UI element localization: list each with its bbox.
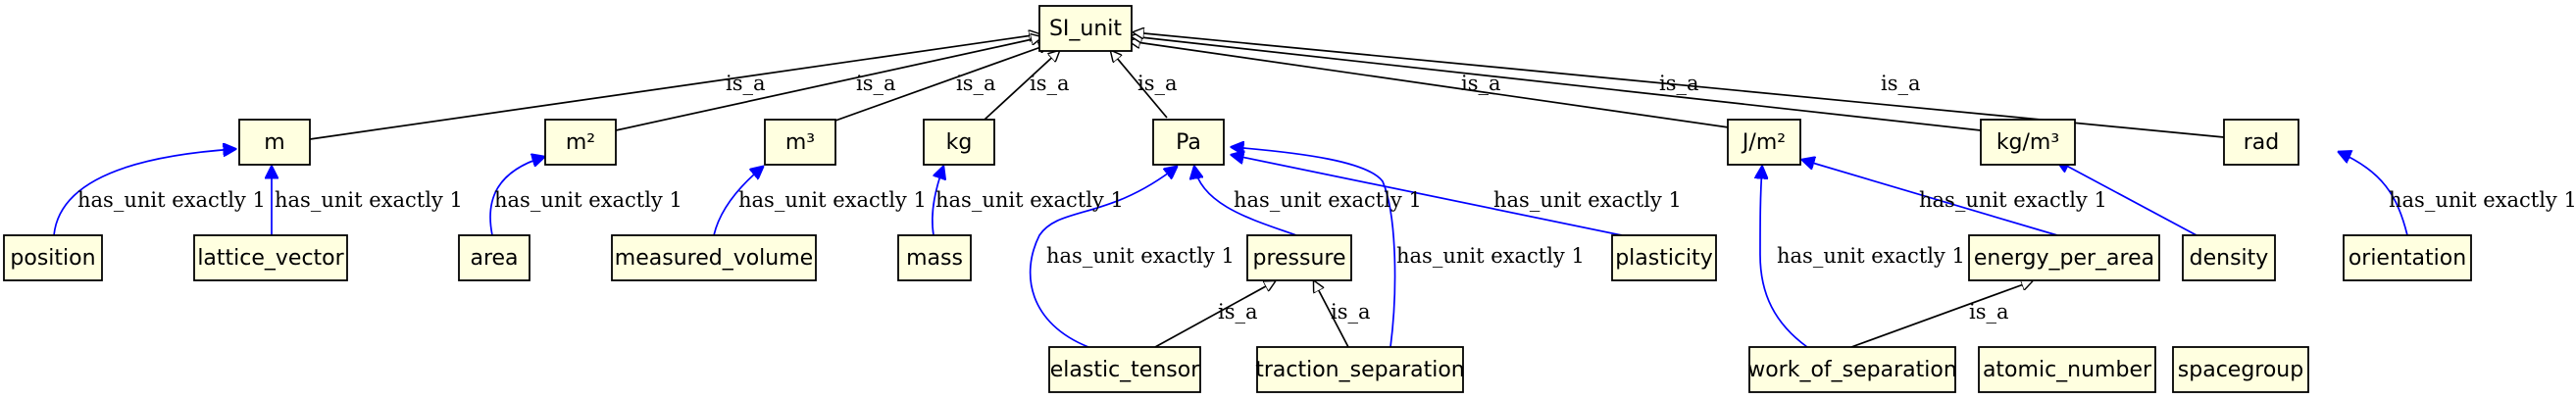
edge-kg-is-a-si-unit	[984, 51, 1059, 121]
edge-label-has-unit: has_unit exactly 1	[1234, 188, 1422, 212]
edge-m3-is-a-si-unit	[821, 44, 1049, 126]
edge-work-of-separation-has-unit-jm2	[1760, 167, 1808, 348]
node-elastic-tensor: elastic_tensor	[1048, 346, 1201, 393]
svg-text:mass: mass	[906, 246, 963, 271]
node-work-of-separation: work_of_separation	[1747, 346, 1957, 393]
node-position: position	[3, 234, 103, 281]
edge-m2-is-a-si-unit	[615, 37, 1041, 131]
edge-elastic-tensor-is-a-pressure	[1154, 281, 1275, 348]
node-kgm3: kg/m³	[1980, 119, 2076, 166]
svg-text:pressure: pressure	[1252, 246, 1345, 271]
node-measured-volume: measured_volume	[611, 234, 817, 281]
edge-orientation-has-unit-rad	[2339, 152, 2408, 236]
edge-label-has-unit: has_unit exactly 1	[494, 188, 682, 212]
node-spacegroup: spacegroup	[2172, 346, 2309, 393]
svg-text:area: area	[470, 246, 518, 271]
edge-label-has-unit: has_unit exactly 1	[77, 188, 266, 212]
node-pa: Pa	[1152, 119, 1225, 166]
svg-text:kg/m³: kg/m³	[1996, 130, 2059, 155]
node-rad: rad	[2223, 119, 2299, 166]
svg-text:m: m	[264, 130, 284, 155]
edge-label-is-a: is_a	[726, 72, 766, 95]
node-energy-per-area: energy_per_area	[1968, 234, 2160, 281]
edge-label-is-a: is_a	[1030, 72, 1070, 95]
edge-label-is-a: is_a	[1218, 300, 1258, 324]
edge-label-has-unit: has_unit exactly 1	[275, 188, 463, 212]
edge-label-has-unit: has_unit exactly 1	[2389, 188, 2576, 212]
edge-jm2-is-a-si-unit	[1130, 41, 1730, 128]
edge-label-has-unit: has_unit exactly 1	[1046, 244, 1235, 268]
edge-mass-has-unit-kg	[931, 167, 943, 236]
svg-text:measured_volume: measured_volume	[615, 246, 813, 271]
edge-label-has-unit: has_unit exactly 1	[1396, 244, 1585, 268]
edge-traction-separation-has-unit-pa	[1232, 147, 1396, 348]
svg-text:J/m²: J/m²	[1741, 130, 1786, 155]
svg-text:Pa: Pa	[1176, 130, 1201, 155]
edge-label-is-a: is_a	[1461, 72, 1501, 95]
edge-label-is-a: is_a	[956, 72, 996, 95]
svg-text:spacegroup: spacegroup	[2178, 358, 2303, 382]
edge-pa-is-a-si-unit	[1111, 51, 1168, 119]
svg-text:orientation: orientation	[2349, 246, 2466, 271]
edge-density-has-unit-kgm3	[2057, 161, 2197, 236]
svg-text:density: density	[2190, 246, 2269, 271]
node-kg: kg	[923, 119, 995, 166]
node-m: m	[238, 119, 311, 166]
edge-m-is-a-si-unit	[309, 34, 1039, 140]
edge-elastic-tensor-has-unit-pa	[1029, 167, 1177, 348]
edge-label-is-a: is_a	[1969, 300, 2009, 324]
svg-text:traction_separation: traction_separation	[1255, 358, 1465, 382]
node-area: area	[458, 234, 530, 281]
svg-text:work_of_separation: work_of_separation	[1747, 358, 1957, 382]
svg-text:SI_unit: SI_unit	[1049, 17, 1122, 41]
svg-text:position: position	[10, 246, 95, 271]
node-atomic-number: atomic_number	[1978, 346, 2156, 393]
edge-pressure-has-unit-pa	[1194, 167, 1297, 236]
edge-label-has-unit: has_unit exactly 1	[1919, 188, 2107, 212]
edge-label-is-a: is_a	[856, 72, 896, 95]
svg-text:energy_per_area: energy_per_area	[1974, 246, 2154, 271]
node-m2: m²	[544, 119, 617, 166]
edge-kgm3-is-a-si-unit	[1132, 36, 1982, 131]
svg-text:atomic_number: atomic_number	[1983, 358, 2152, 382]
node-jm2: J/m²	[1727, 119, 1801, 166]
edge-label-has-unit: has_unit exactly 1	[1777, 244, 1965, 268]
edge-traction-separation-is-a-pressure	[1314, 281, 1349, 348]
edge-label-is-a: is_a	[1137, 72, 1178, 95]
svg-text:kg: kg	[946, 130, 973, 155]
edge-label-has-unit: has_unit exactly 1	[738, 188, 927, 212]
edge-label-is-a: is_a	[1331, 300, 1371, 324]
edge-energy-per-area-has-unit-jm2	[1802, 160, 2058, 236]
edge-plasticity-has-unit-pa	[1232, 155, 1623, 236]
edge-label-is-a: is_a	[1659, 72, 1699, 95]
edge-work-of-separation-is-a-energy-per-area	[1850, 281, 2032, 348]
svg-text:m³: m³	[785, 130, 815, 155]
node-density: density	[2182, 234, 2276, 281]
svg-text:m²: m²	[566, 130, 595, 155]
node-plasticity: plasticity	[1611, 234, 1717, 281]
node-orientation: orientation	[2343, 234, 2472, 281]
svg-text:plasticity: plasticity	[1615, 246, 1713, 271]
edge-measured-volume-has-unit-m3	[713, 167, 763, 236]
edge-label-is-a: is_a	[1881, 72, 1921, 95]
edge-label-has-unit: has_unit exactly 1	[1493, 188, 1682, 212]
node-m3: m³	[764, 119, 836, 166]
edge-position-has-unit-m	[53, 149, 235, 236]
edge-area-has-unit-m2	[489, 157, 544, 236]
node-lattice-vector: lattice_vector	[193, 234, 348, 281]
svg-text:elastic_tensor: elastic_tensor	[1050, 358, 1200, 382]
edge-label-has-unit: has_unit exactly 1	[935, 188, 1124, 212]
node-pressure: pressure	[1246, 234, 1352, 281]
node-traction-separation: traction_separation	[1255, 346, 1465, 393]
svg-text:lattice_vector: lattice_vector	[197, 246, 344, 271]
svg-text:rad: rad	[2244, 130, 2280, 155]
node-si-unit: SI_unit	[1038, 5, 1133, 52]
node-mass: mass	[897, 234, 972, 281]
